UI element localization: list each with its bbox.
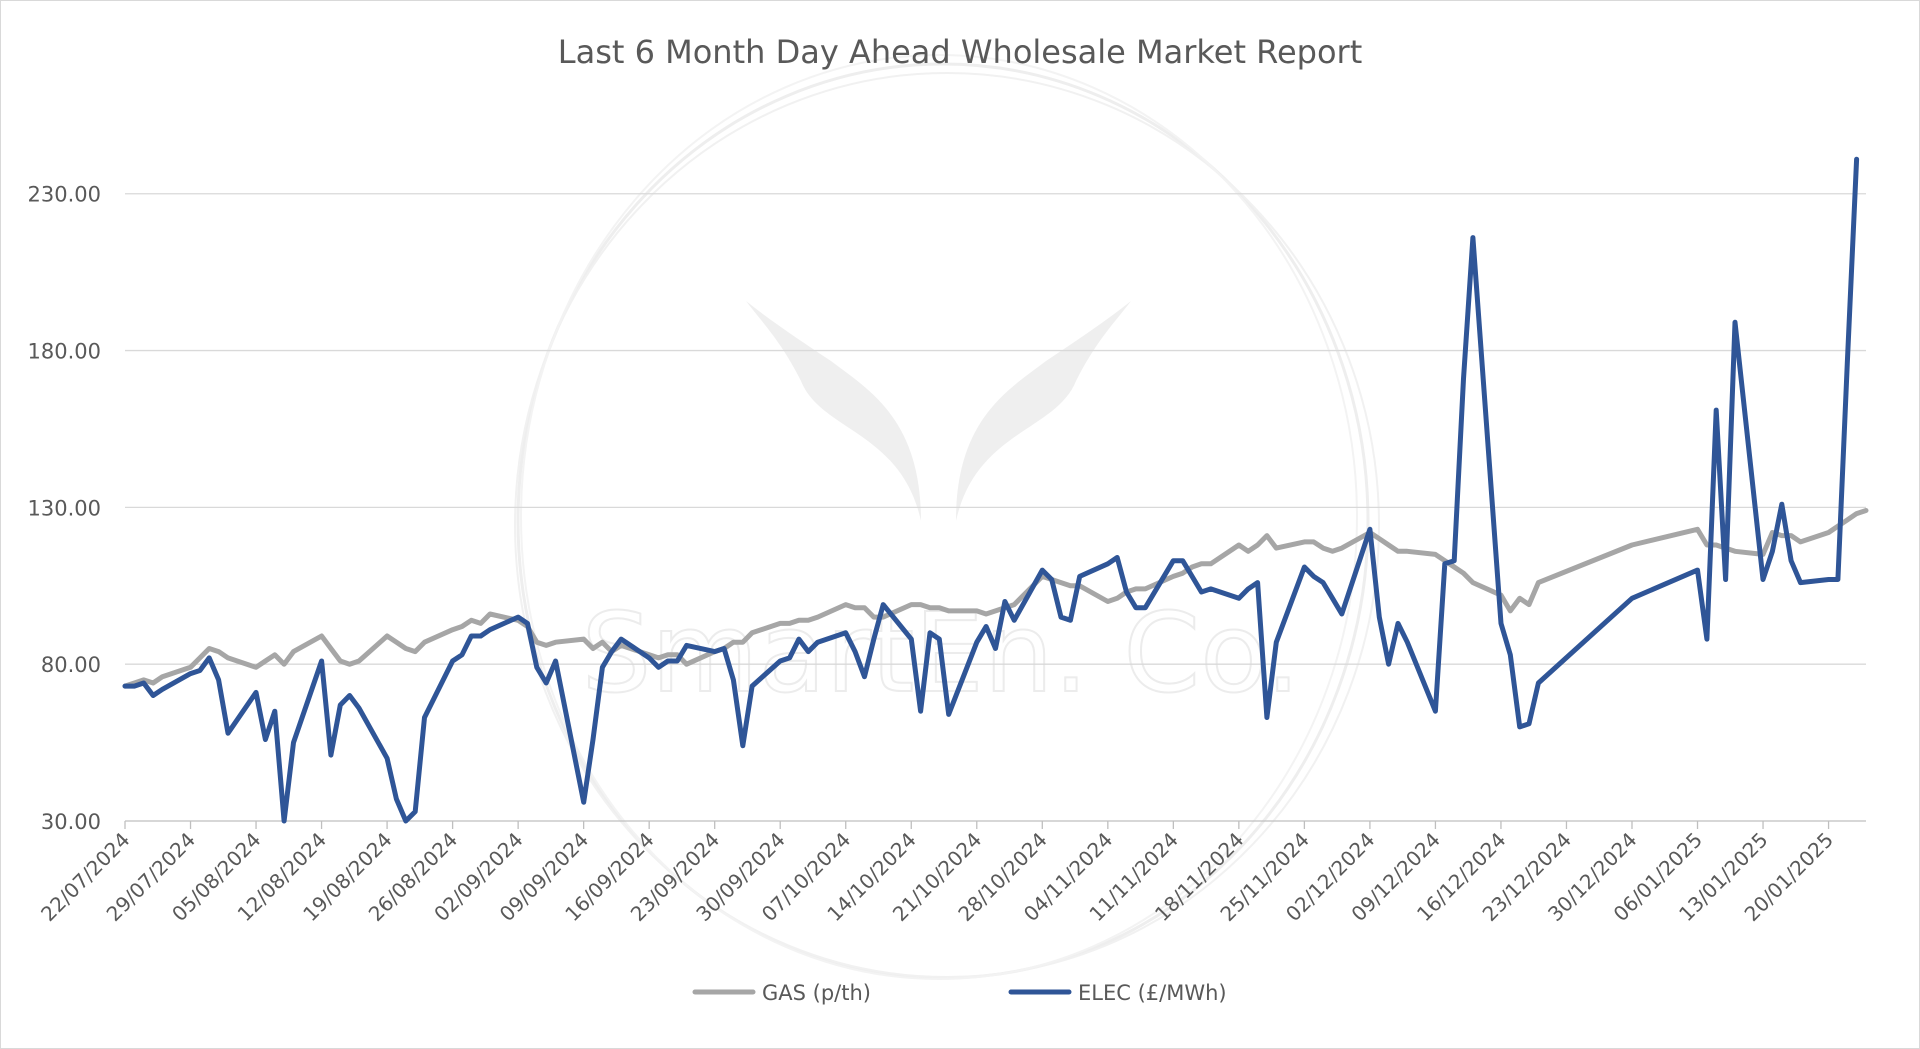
series-line-elec: [122, 156, 1860, 824]
legend-label-gas: GAS (p/th): [762, 981, 871, 1005]
chart-title: Last 6 Month Day Ahead Wholesale Market …: [558, 33, 1363, 71]
x-axis: 22/07/202429/07/202405/08/202412/08/2024…: [36, 821, 1838, 926]
series-line-gas: [122, 508, 1869, 689]
y-tick-label: 30.00: [41, 810, 101, 834]
gridlines: [125, 193, 1866, 665]
legend: GAS (p/th) ELEC (£/MWh): [692, 981, 1227, 1005]
legend-label-elec: ELEC (£/MWh): [1078, 981, 1227, 1005]
series-lines: [122, 156, 1869, 824]
y-tick-label: 80.00: [41, 653, 101, 677]
y-tick-label: 130.00: [28, 496, 101, 520]
y-tick-label: 180.00: [28, 340, 101, 364]
y-tick-label: 230.00: [28, 183, 101, 207]
y-axis: 30.00 80.00 130.00 180.00 230.00: [28, 183, 101, 834]
